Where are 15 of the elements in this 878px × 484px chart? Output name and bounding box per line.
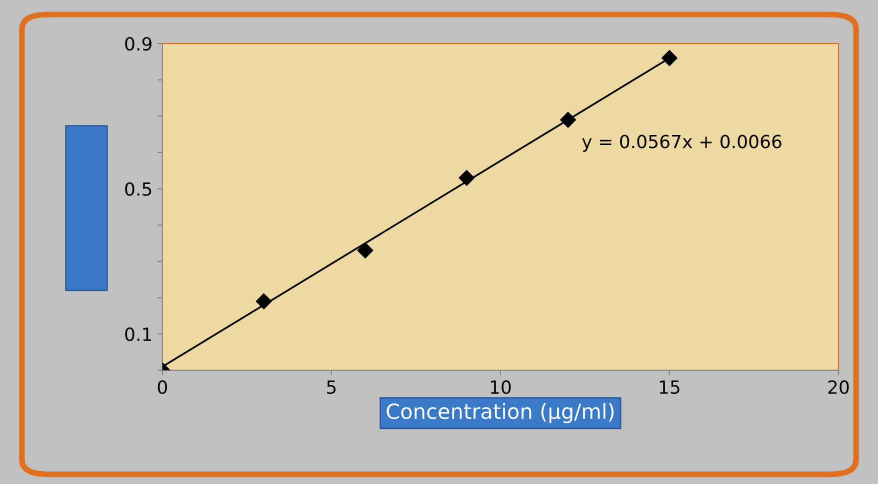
y-tick-label: 0.1: [125, 327, 152, 342]
y-tick-label: 0.9: [125, 37, 152, 51]
point: [357, 242, 374, 259]
point: [560, 112, 576, 128]
point: [458, 170, 475, 186]
x-tick-label: 5: [327, 380, 336, 394]
x-tick-label: 20: [828, 380, 849, 394]
y-tick-label: 0.5: [125, 182, 152, 196]
x-tick-label: 0: [158, 380, 167, 394]
point: [256, 293, 272, 310]
x-axis-title: Concentration (µg/ml): [386, 403, 614, 424]
x-tick-label: 15: [660, 380, 680, 394]
x-tick-label: 10: [490, 380, 511, 394]
point: [661, 50, 678, 66]
annotation: y = 0.0567x + 0.0066: [582, 134, 782, 152]
